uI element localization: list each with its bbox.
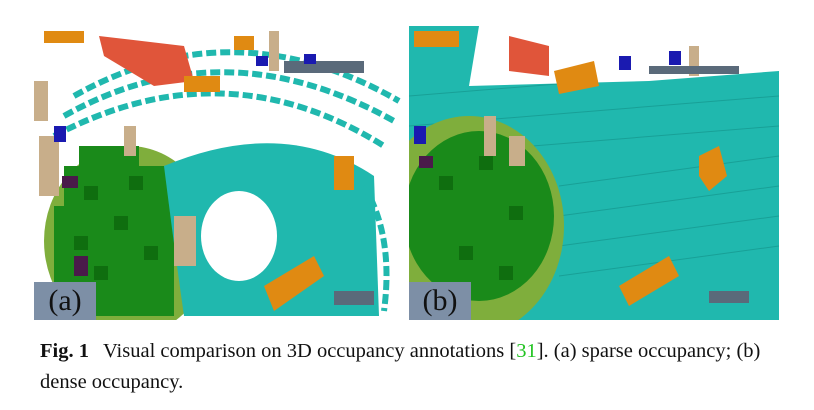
panel-a-label: (a) [34,282,96,320]
caption-text-start: Visual comparison on 3D occupancy annota… [102,340,517,362]
dense-occupancy-image [409,26,779,320]
panel-a-sparse-occupancy: (a) [34,26,404,320]
sparse-occupancy-image [34,31,401,320]
citation-link[interactable]: 31 [516,340,537,362]
panel-b-dense-occupancy: (b) [409,26,779,320]
caption-text-end: ]. (a) sparse occupancy; (b) dense occup… [40,340,761,393]
panel-b-label: (b) [409,282,471,320]
figure-caption: Fig. 1 Visual comparison on 3D occupancy … [40,336,780,398]
figure-label: Fig. 1 [40,340,89,362]
